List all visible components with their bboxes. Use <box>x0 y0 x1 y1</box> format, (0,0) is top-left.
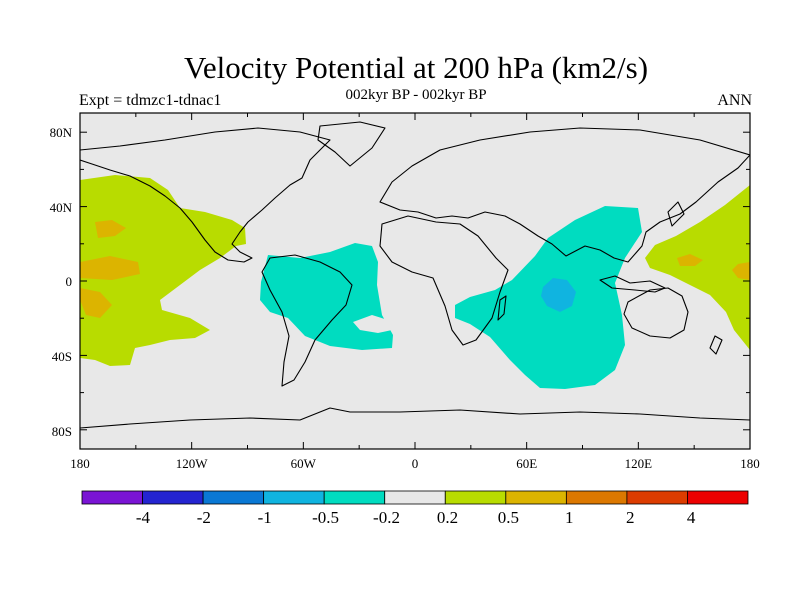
x-axis-ticks <box>79 113 751 449</box>
x-tick-label: 180 <box>70 456 90 471</box>
map-subtitle: 002kyr BP - 002kyr BP <box>345 87 487 103</box>
coast-new-zealand <box>709 335 723 355</box>
x-tick-label: 0 <box>412 456 419 471</box>
colorbar-swatch <box>687 490 749 505</box>
coast-indonesia <box>599 275 666 293</box>
coast-north-america <box>80 127 331 263</box>
colorbar-label: 4 <box>687 508 696 527</box>
x-tick-label: 60E <box>516 456 537 471</box>
colorbar <box>81 490 749 505</box>
y-axis-ticks <box>80 131 750 431</box>
coast-south-america <box>261 254 353 387</box>
colorbar-label: -0.5 <box>312 508 339 527</box>
colorbar-swatch <box>142 490 204 505</box>
positive-anomaly-west-pacific <box>645 185 750 350</box>
y-tick-label: 80N <box>50 125 73 140</box>
season-label: ANN <box>717 92 752 109</box>
y-tick-label: 0 <box>66 274 73 289</box>
y-tick-label: 40N <box>50 200 73 215</box>
x-tick-label: 180 <box>740 456 760 471</box>
positive-anomaly-patch <box>677 254 703 266</box>
coast-eurasia <box>379 127 750 263</box>
colorbar-label: -2 <box>197 508 211 527</box>
colorbar-label: -4 <box>136 508 151 527</box>
colorbar-label: 0.2 <box>437 508 458 527</box>
colorbar-swatch <box>505 490 567 505</box>
neutral-gap <box>353 315 392 333</box>
colorbar-swatch <box>565 490 628 505</box>
colorbar-swatch <box>81 490 143 505</box>
map-plot-area <box>80 113 750 449</box>
map-background <box>80 113 750 449</box>
strong-negative-anomaly-core <box>541 278 576 312</box>
colorbar-label: -1 <box>258 508 272 527</box>
coast-greenland <box>317 121 386 167</box>
x-tick-label: 60W <box>291 456 317 471</box>
positive-anomaly-patch <box>80 256 140 280</box>
coast-japan <box>667 201 685 227</box>
colorbar-swatch <box>202 490 265 505</box>
coast-africa <box>379 215 509 346</box>
y-tick-label: 80S <box>52 424 72 439</box>
colorbar-swatch <box>384 490 446 505</box>
x-tick-label: 120W <box>176 456 209 471</box>
x-tick-label: 120E <box>625 456 653 471</box>
colorbar-swatch <box>263 490 325 505</box>
map-title: Velocity Potential at 200 hPa (km2/s) <box>183 50 649 85</box>
experiment-label: Expt = tdmzc1-tdnac1 <box>79 92 222 109</box>
positive-anomaly-east-pacific <box>80 175 246 366</box>
colorbar-swatch <box>444 490 507 505</box>
positive-anomaly-patch <box>95 220 126 238</box>
colorbar-swatch <box>323 490 386 505</box>
y-tick-label: 40S <box>52 349 72 364</box>
positive-anomaly-patch <box>732 262 750 280</box>
coast-antarctica <box>80 407 750 429</box>
colorbar-label: 1 <box>565 508 574 527</box>
coast-madagascar <box>497 295 507 321</box>
colorbar-label: 0.5 <box>498 508 519 527</box>
colorbar-label: 2 <box>626 508 635 527</box>
colorbar-swatch <box>626 490 688 505</box>
colorbar-label: -0.2 <box>373 508 400 527</box>
positive-anomaly-patch <box>80 288 112 318</box>
coastlines <box>80 121 750 429</box>
